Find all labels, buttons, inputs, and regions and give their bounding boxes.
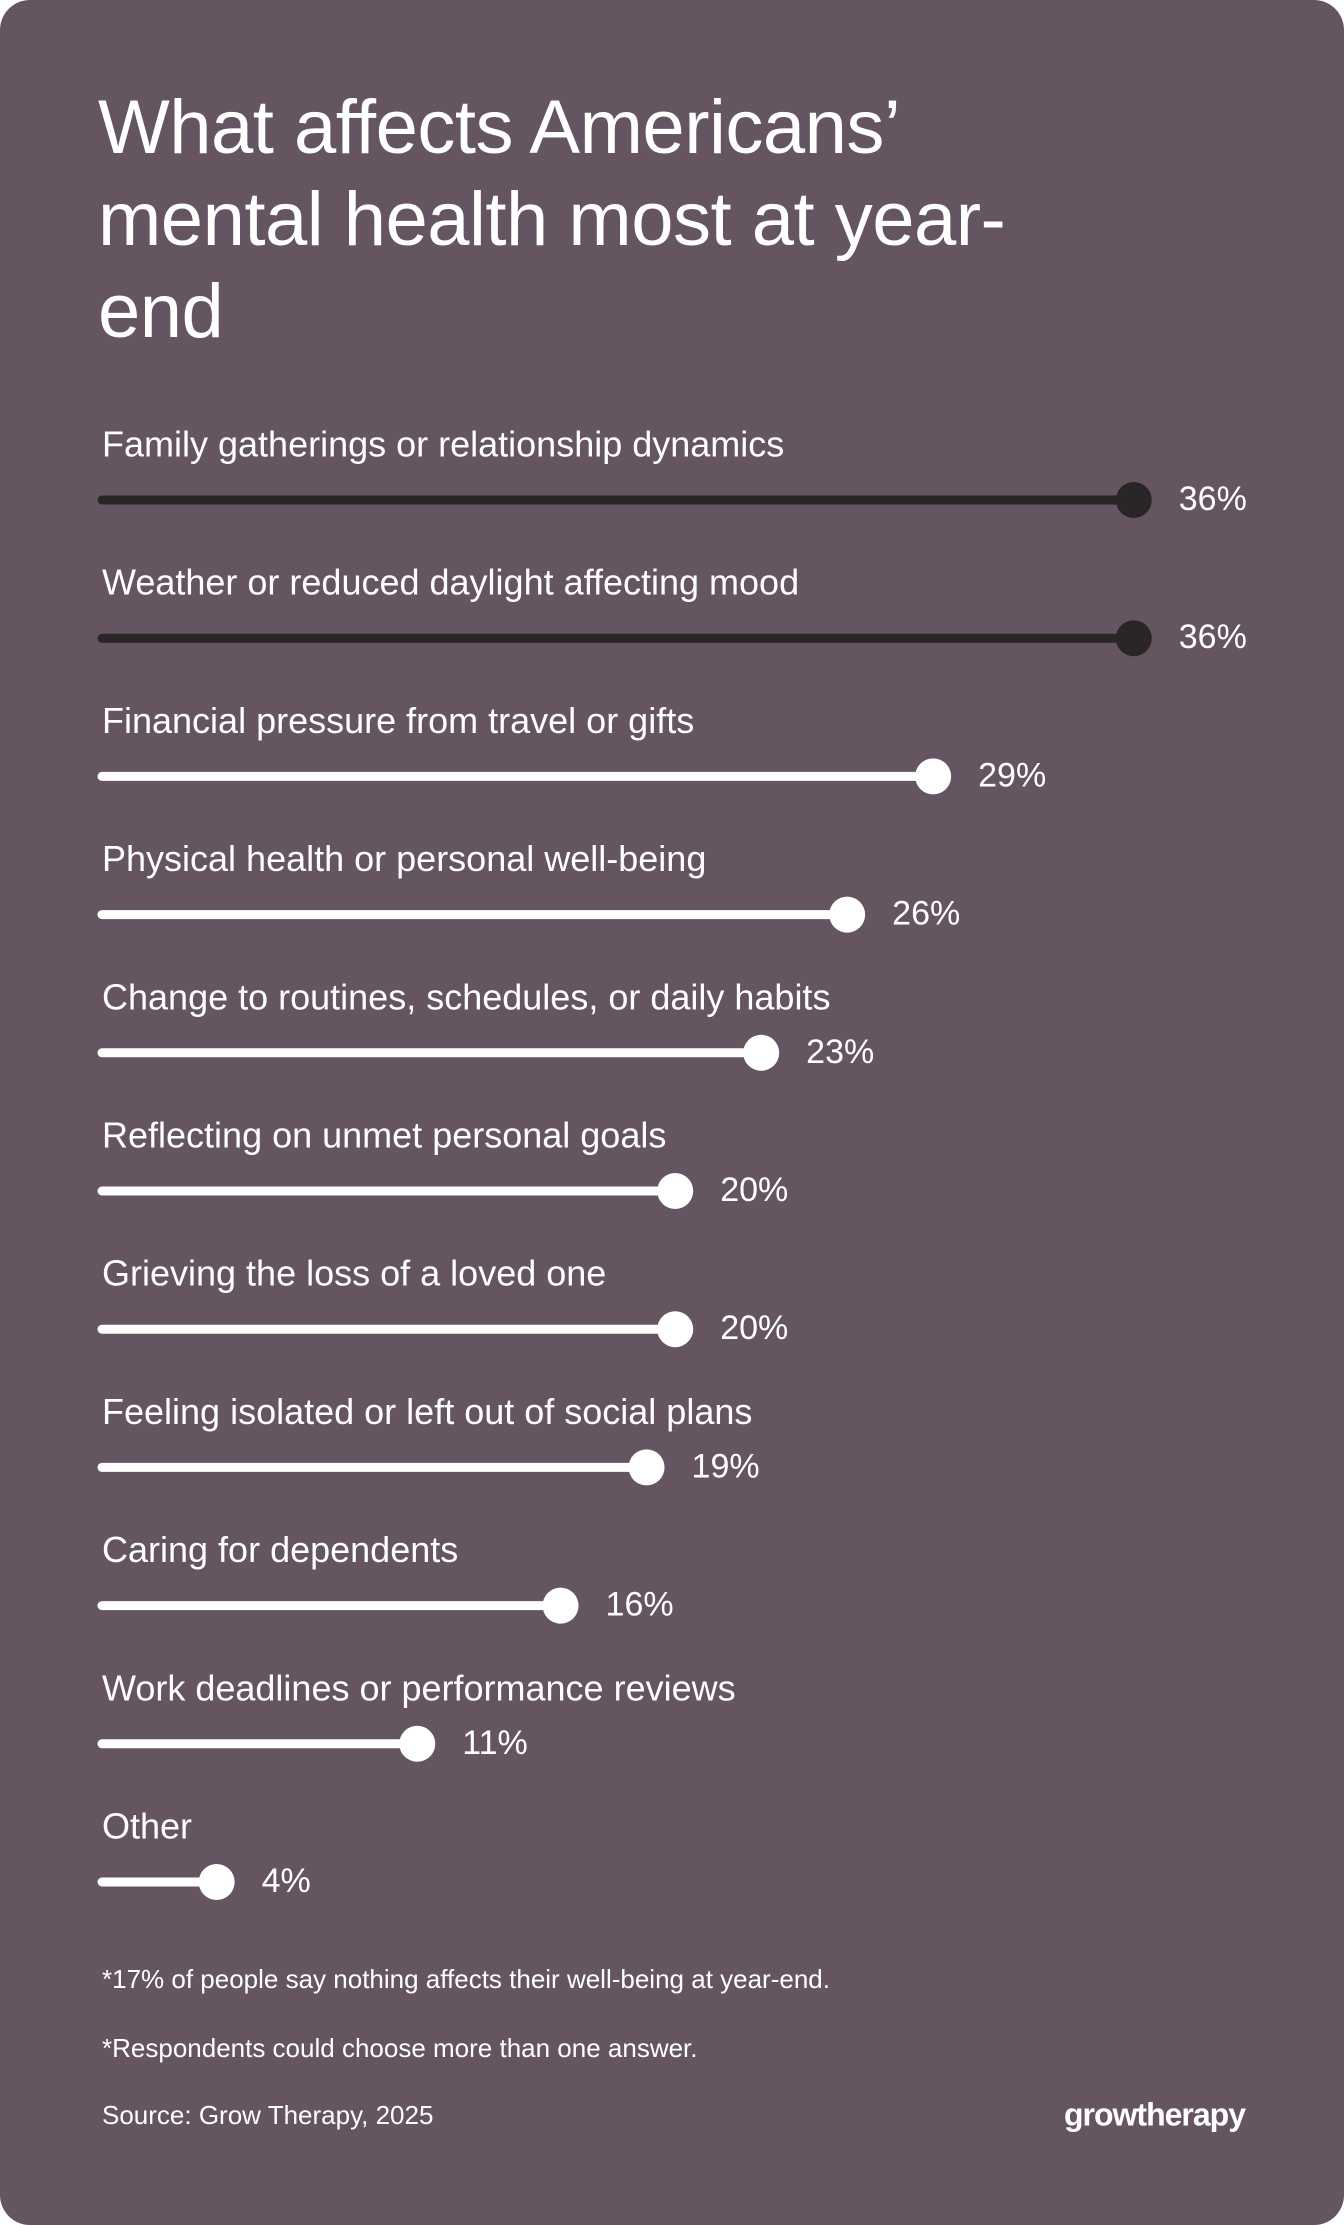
value-label: 20%	[720, 1309, 788, 1347]
category-label: Family gatherings or relationship dynami…	[102, 424, 784, 465]
value-label: 19%	[692, 1447, 760, 1485]
value-label: 36%	[1179, 480, 1247, 518]
value-label: 29%	[978, 756, 1046, 794]
category-label: Reflecting on unmet personal goals	[102, 1115, 666, 1156]
value-label: 23%	[806, 1033, 874, 1071]
value-label: 4%	[262, 1862, 311, 1900]
bar-dot	[1115, 482, 1152, 518]
bar-dot	[657, 1173, 694, 1209]
footnote: *Respondents could choose more than one …	[102, 2033, 698, 2063]
bar-dot	[1115, 620, 1152, 657]
bar-dot	[657, 1311, 694, 1348]
bar-dot	[399, 1725, 436, 1762]
bar-dot	[628, 1449, 665, 1486]
bar-dot	[743, 1034, 780, 1071]
bar-dot	[829, 896, 866, 933]
bar-dot	[915, 758, 952, 795]
bar-dot	[198, 1864, 235, 1900]
value-label: 36%	[1179, 618, 1247, 656]
footnote: *17% of people say nothing affects their…	[102, 1964, 830, 1994]
value-label: 16%	[606, 1586, 674, 1624]
value-label: 26%	[892, 895, 960, 933]
source: Source: Grow Therapy, 2025	[102, 2100, 433, 2130]
brand-logo: growtherapy	[1064, 2096, 1246, 2132]
category-label: Financial pressure from travel or gifts	[102, 700, 694, 741]
category-label: Change to routines, schedules, or daily …	[102, 976, 830, 1017]
category-label: Grieving the loss of a loved one	[102, 1253, 606, 1294]
category-label: Caring for dependents	[102, 1529, 458, 1570]
category-label: Physical health or personal well-being	[102, 838, 706, 879]
chart-title: What affects Americans’ mental health mo…	[98, 85, 1006, 354]
category-label: Feeling isolated or left out of social p…	[102, 1391, 752, 1432]
bar-dot	[542, 1587, 579, 1624]
value-label: 20%	[720, 1171, 788, 1209]
category-label: Other	[102, 1806, 192, 1847]
value-label: 11%	[462, 1724, 528, 1762]
category-label: Weather or reduced daylight affecting mo…	[102, 562, 799, 603]
category-label: Work deadlines or performance reviews	[102, 1667, 736, 1708]
